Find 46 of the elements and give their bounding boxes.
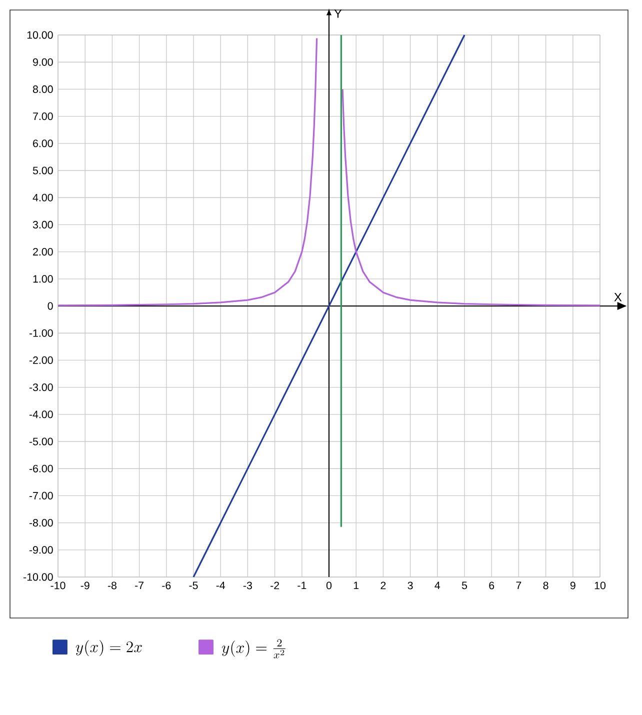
y-tick-label: 7.00 <box>33 112 53 120</box>
y-tick-label: 4.00 <box>32 194 53 202</box>
y-tick-label: -10.00 <box>24 573 53 581</box>
x-tick-label: -8 <box>108 582 116 590</box>
x-tick-label: -2 <box>270 582 279 590</box>
x-tick-label: 3 <box>408 582 413 590</box>
y-tick-label: 8.00 <box>32 85 53 93</box>
y-tick-label: 9.00 <box>33 58 53 66</box>
x-tick-label: 4 <box>434 582 440 590</box>
y-tick-label: 0 <box>48 302 53 310</box>
x-tick-label: 1 <box>354 582 359 590</box>
legend-label: $y(x) = \frac{2}{x^2}$ <box>222 639 286 658</box>
y-tick-label: -4.00 <box>29 410 53 418</box>
x-tick-label: 5 <box>462 582 468 590</box>
x-tick-label: 2 <box>380 582 386 590</box>
y-tick-label: -8.00 <box>29 519 53 527</box>
x-tick-label: -6 <box>162 582 171 590</box>
x-tick-label: -7 <box>135 582 144 590</box>
x-tick-label: 8 <box>543 582 548 590</box>
y-axis-title: Y <box>334 10 342 18</box>
y-tick-label: -1.00 <box>29 329 53 337</box>
x-tick-label: 7 <box>516 582 522 590</box>
y-tick-label: -2.00 <box>29 356 53 364</box>
y-tick-label: 3.00 <box>32 220 53 228</box>
y-tick-label: 6.00 <box>33 140 53 148</box>
x-tick-label: -5 <box>189 582 198 590</box>
x-tick-label: -9 <box>80 582 90 590</box>
legend-label: $y(x) = 2x$ <box>76 640 142 656</box>
x-tick-label: 6 <box>489 582 494 590</box>
y-tick-label: -7.00 <box>29 492 53 500</box>
x-tick-label: 0 <box>326 582 332 590</box>
y-tick-label: 2.00 <box>33 248 53 256</box>
y-tick-label: 5.00 <box>32 166 53 174</box>
x-tick-label: -4 <box>216 582 226 590</box>
y-tick-label: -9.00 <box>29 546 53 554</box>
x-tick-label: 10 <box>594 582 606 590</box>
x-tick-label: -10 <box>50 582 66 590</box>
x-tick-label: -3 <box>243 582 252 590</box>
x-tick-label: -1 <box>298 582 306 590</box>
x-tick-label: 9 <box>570 582 576 590</box>
y-tick-label: -6.00 <box>29 464 53 472</box>
y-tick-label: -5.00 <box>29 438 53 446</box>
y-tick-label: 10.00 <box>27 31 53 39</box>
x-axis-title: X <box>614 293 622 302</box>
y-tick-label: 1.00 <box>33 275 53 283</box>
y-tick-label: -3.00 <box>29 384 53 392</box>
